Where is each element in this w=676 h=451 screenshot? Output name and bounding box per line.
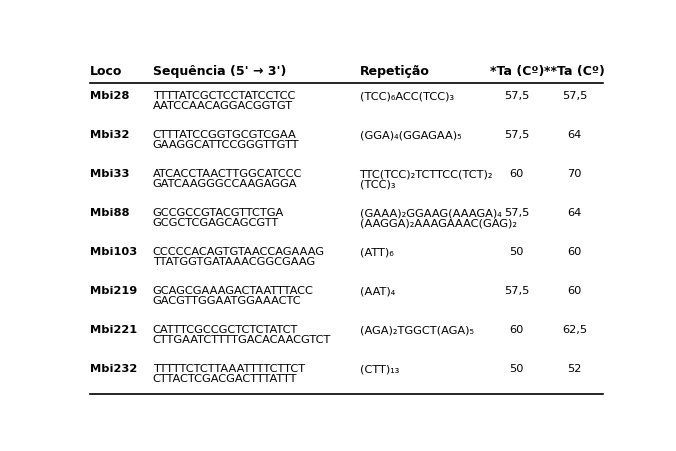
Text: 64: 64 (567, 130, 581, 140)
Text: CTTGAATCTTTTGACACAACGTCT: CTTGAATCTTTTGACACAACGTCT (153, 334, 331, 344)
Text: 60: 60 (567, 247, 581, 257)
Text: GCGCTCGAGCAGCGTT: GCGCTCGAGCAGCGTT (153, 217, 279, 228)
Text: 57,5: 57,5 (504, 285, 529, 295)
Text: 57,5: 57,5 (504, 91, 529, 101)
Text: *Ta (Cº): *Ta (Cº) (489, 64, 544, 78)
Text: Mbi33: Mbi33 (90, 169, 129, 179)
Text: (CTT)₁₃: (CTT)₁₃ (360, 363, 399, 373)
Text: 70: 70 (567, 169, 581, 179)
Text: GACGTTGGAATGGAAACTC: GACGTTGGAATGGAAACTC (153, 295, 301, 305)
Text: (AGA)₂TGGCT(AGA)₅: (AGA)₂TGGCT(AGA)₅ (360, 324, 474, 334)
Text: Mbi221: Mbi221 (90, 324, 137, 334)
Text: 50: 50 (510, 247, 524, 257)
Text: (TCC)₆ACC(TCC)₃: (TCC)₆ACC(TCC)₃ (360, 91, 454, 101)
Text: Loco: Loco (90, 64, 122, 78)
Text: TTC(TCC)₂TCTTCC(TCT)₂: TTC(TCC)₂TCTTCC(TCT)₂ (360, 169, 493, 179)
Text: (AAT)₄: (AAT)₄ (360, 285, 395, 295)
Text: (GAAA)₂GGAAG(AAAGA)₄: (GAAA)₂GGAAG(AAAGA)₄ (360, 208, 502, 218)
Text: AATCCAACAGGACGGTGT: AATCCAACAGGACGGTGT (153, 101, 293, 111)
Text: TTTTATCGCTCCTATCCTCC: TTTTATCGCTCCTATCCTCC (153, 91, 295, 101)
Text: 57,5: 57,5 (562, 91, 587, 101)
Text: CTTACTCGACGACTTTATTT: CTTACTCGACGACTTTATTT (153, 373, 297, 383)
Text: Sequência (5' → 3'): Sequência (5' → 3') (153, 64, 286, 78)
Text: (TCC)₃: (TCC)₃ (360, 179, 395, 189)
Text: Mbi28: Mbi28 (90, 91, 129, 101)
Text: CATTTCGCCGCTCTCTATCT: CATTTCGCCGCTCTCTATCT (153, 324, 298, 334)
Text: 62,5: 62,5 (562, 324, 587, 334)
Text: Mbi232: Mbi232 (90, 363, 137, 373)
Text: CCCCCACAGTGTAACCAGAAAG: CCCCCACAGTGTAACCAGAAAG (153, 247, 324, 257)
Text: Mbi88: Mbi88 (90, 208, 129, 218)
Text: Repetição: Repetição (360, 64, 429, 78)
Text: 60: 60 (567, 285, 581, 295)
Text: (AAGGA)₂AAAGAAAC(GAG)₂: (AAGGA)₂AAAGAAAC(GAG)₂ (360, 217, 516, 228)
Text: (ATT)₆: (ATT)₆ (360, 247, 393, 257)
Text: GCAGCGAAAGACTAATTTACC: GCAGCGAAAGACTAATTTACC (153, 285, 314, 295)
Text: TTTTTCTCTTAAATTTTCTTCT: TTTTTCTCTTAAATTTTCTTCT (153, 363, 305, 373)
Text: Mbi103: Mbi103 (90, 247, 137, 257)
Text: ATCACCTAACTTGGCATCCC: ATCACCTAACTTGGCATCCC (153, 169, 302, 179)
Text: Mbi219: Mbi219 (90, 285, 137, 295)
Text: **Ta (Cº): **Ta (Cº) (544, 64, 605, 78)
Text: GAAGGCATTCCGGGTTGTT: GAAGGCATTCCGGGTTGTT (153, 140, 299, 150)
Text: 57,5: 57,5 (504, 130, 529, 140)
Text: 50: 50 (510, 363, 524, 373)
Text: 64: 64 (567, 208, 581, 218)
Text: 60: 60 (510, 169, 524, 179)
Text: TTATGGTGATAAACGGCGAAG: TTATGGTGATAAACGGCGAAG (153, 257, 315, 267)
Text: 52: 52 (567, 363, 581, 373)
Text: 57,5: 57,5 (504, 208, 529, 218)
Text: GATCAAGGGCCAAGAGGA: GATCAAGGGCCAAGAGGA (153, 179, 297, 189)
Text: 60: 60 (510, 324, 524, 334)
Text: (GGA)₄(GGAGAA)₅: (GGA)₄(GGAGAA)₅ (360, 130, 461, 140)
Text: Mbi32: Mbi32 (90, 130, 129, 140)
Text: GCCGCCGTACGTTCTGA: GCCGCCGTACGTTCTGA (153, 208, 284, 218)
Text: CTTTATCCGGTGCGTCGAA: CTTTATCCGGTGCGTCGAA (153, 130, 296, 140)
